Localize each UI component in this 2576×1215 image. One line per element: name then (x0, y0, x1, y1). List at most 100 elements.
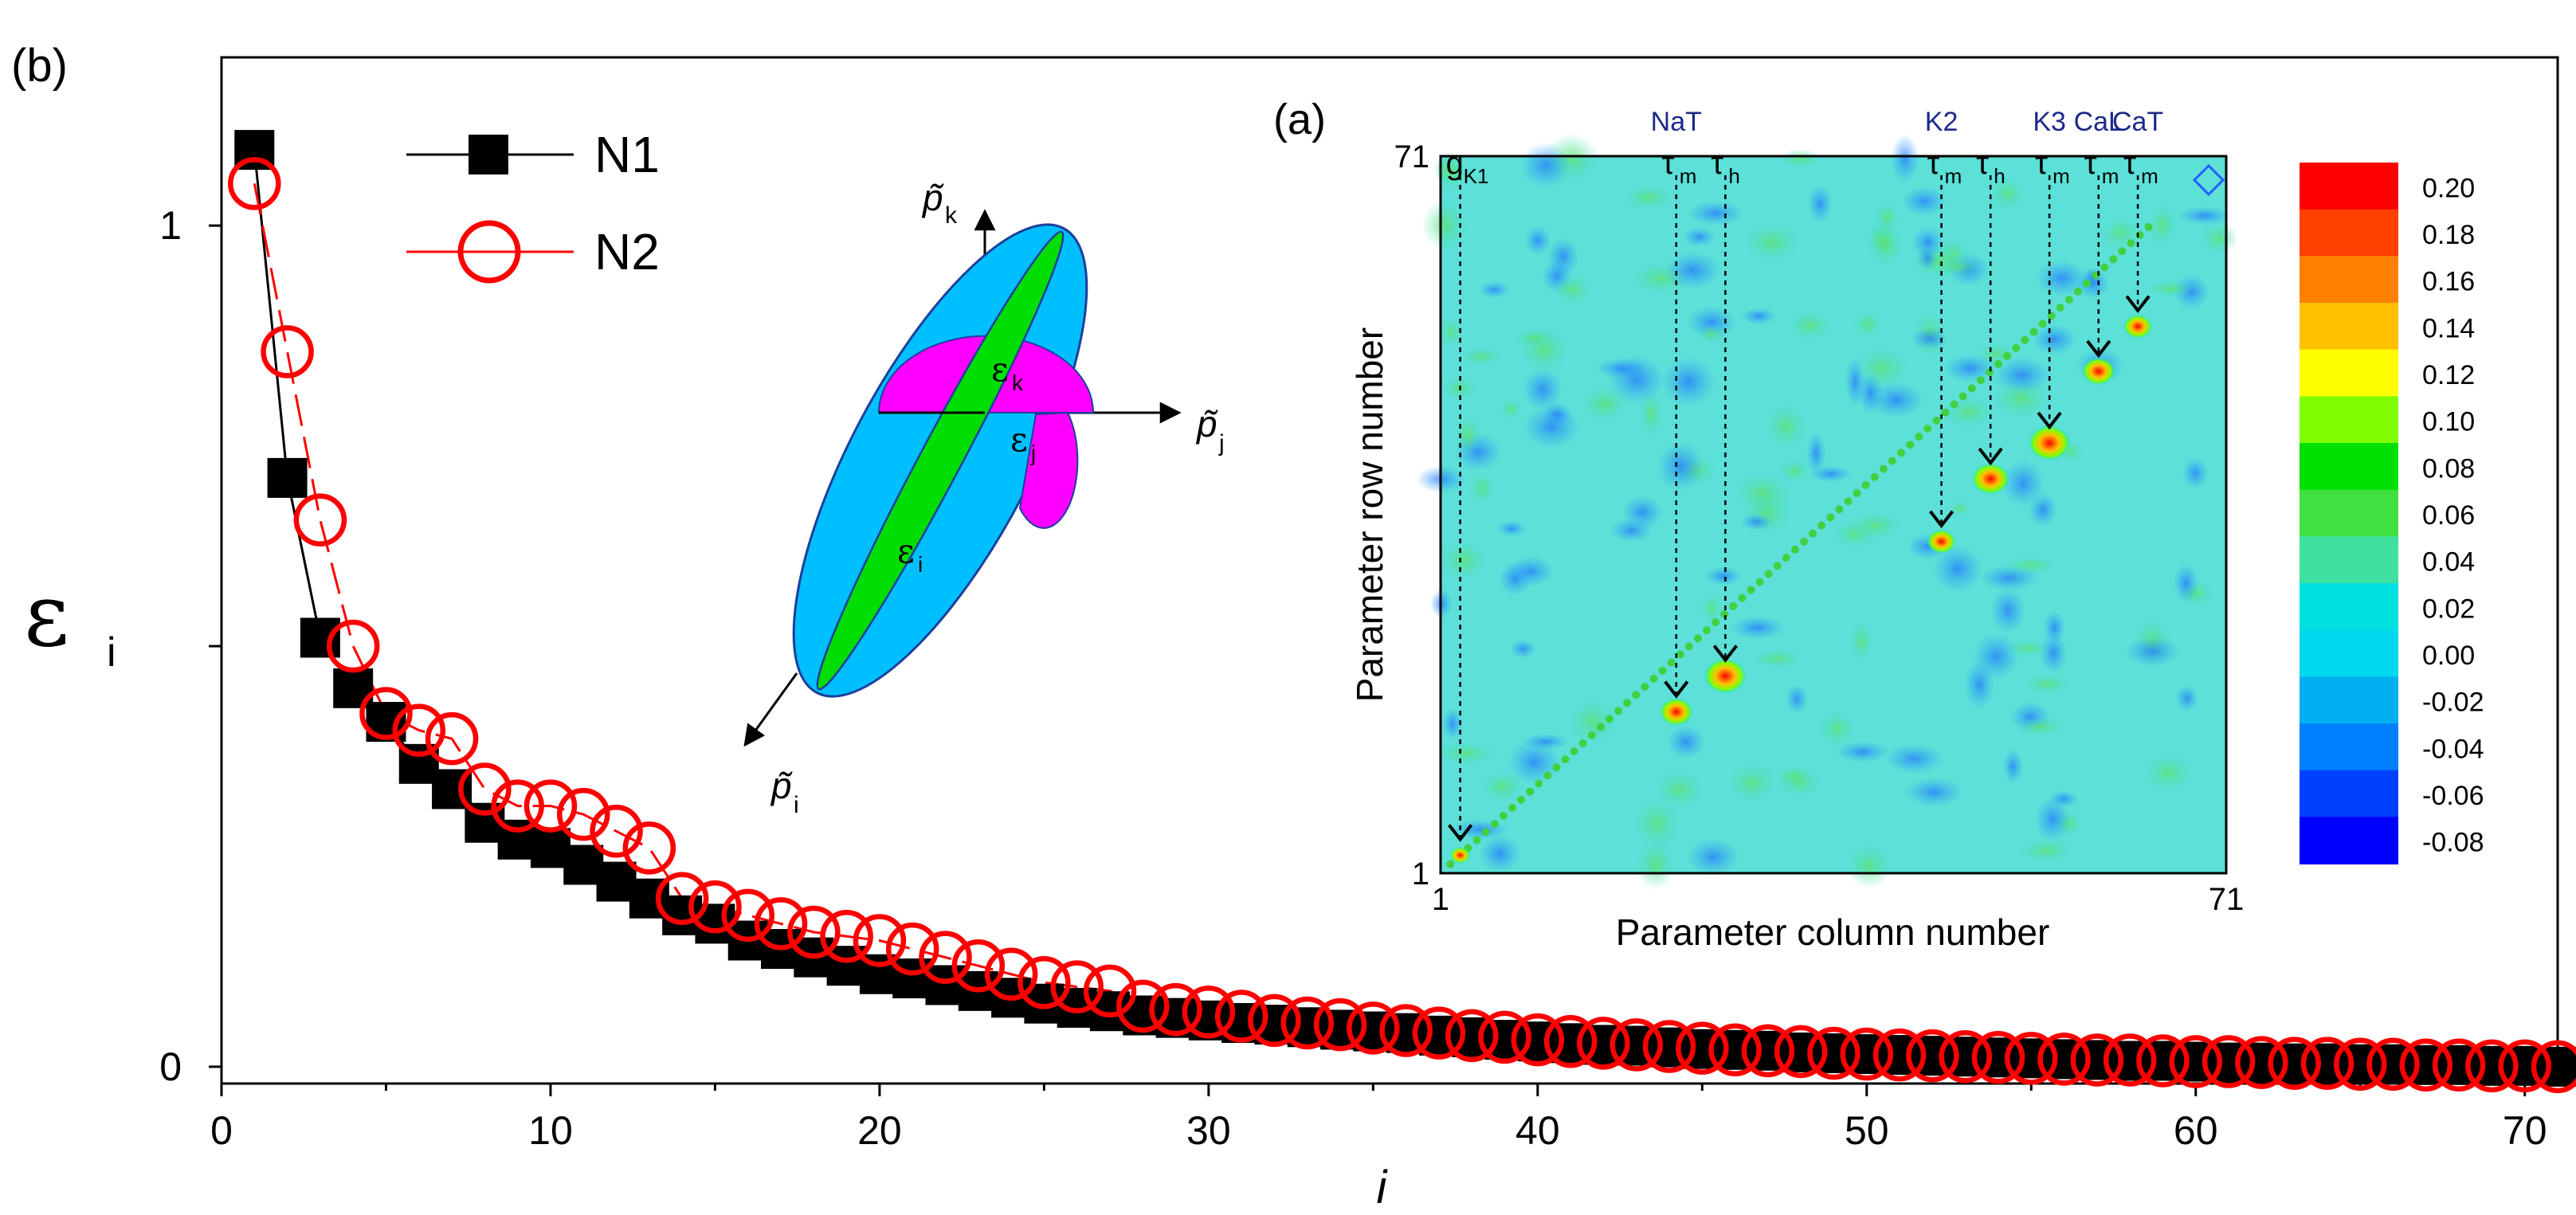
svg-text:ε: ε (991, 350, 1009, 389)
heatmap-cell-blob (1568, 698, 1617, 745)
n2-point (885, 922, 939, 976)
n2-point (1313, 997, 1367, 1052)
colorbar-swatch (2300, 303, 2398, 351)
n2-point (491, 779, 544, 833)
heatmap-cell-blob (1806, 432, 1826, 475)
heatmap-texture (1416, 132, 2239, 891)
colorbar-swatch (2300, 256, 2398, 304)
heatmap-cell-blob (1990, 587, 2026, 633)
hotspot-arrowhead (1978, 447, 2003, 466)
n2-point (2268, 1037, 2321, 1090)
n2-point (1642, 1020, 1696, 1073)
x-tick-label: 50 (1845, 1108, 1889, 1153)
diagonal-cell (1596, 723, 1605, 731)
heatmap-cell-blob (1661, 356, 1715, 407)
n2-point (557, 787, 610, 841)
hotspot-symbol: τ (1976, 146, 1989, 181)
diagonal-cell (1499, 812, 1508, 820)
heatmap-cell-blob (1552, 274, 1593, 305)
hotspot-symbol: g (1446, 146, 1464, 181)
svg-text:p̃: p̃ (1195, 403, 1218, 445)
n2-point (688, 880, 742, 934)
n2-point (2202, 1035, 2256, 1088)
diagonal-cell (2118, 247, 2127, 256)
heatmap-cell-blob (1478, 281, 1511, 299)
heatmap-cell-blob (1580, 386, 1629, 422)
colorbar-swatch (2300, 396, 2398, 444)
diagonal-cell (1967, 384, 1976, 393)
n2-point (359, 687, 413, 740)
n2-point (2037, 1033, 2091, 1086)
svg-text:p̃: p̃ (770, 765, 793, 806)
heatmap-cell-blob (2148, 203, 2177, 248)
heatmap-cell-blob (1520, 142, 1571, 189)
diagonal-cell (1446, 860, 1455, 868)
colorbar-label: 0.08 (2422, 453, 2475, 484)
ellipsoid-diagram: p̃ k p̃ j p̃ i ε k ε j ε i (743, 177, 1225, 818)
diagonal-cell (1800, 537, 1809, 546)
diagonal-cell (1632, 691, 1641, 700)
heatmap-cell-blob (1499, 398, 1523, 420)
hotspot-subscript: K1 (1464, 164, 1489, 188)
svg-text:ε: ε (897, 531, 915, 570)
n2-point (2005, 1032, 2058, 1085)
heatmap-cell-blob (1743, 222, 1801, 262)
n2-point (326, 619, 380, 673)
heatmap-cell-blob (1437, 155, 1466, 191)
main-axes: 0 10 20 30 40 50 60 70 0 1 (159, 203, 2547, 1153)
diagonal-cell (1879, 464, 1888, 473)
hotspot-arrowhead (1448, 824, 1473, 842)
diagonal-cell (1817, 521, 1826, 530)
heatmap-cell-blob (1727, 762, 1777, 804)
diagonal-cell (1790, 545, 1799, 554)
diagonal-cell (2127, 239, 2135, 248)
heatmap-cell-blob (2028, 492, 2058, 527)
heatmap-hotspots (1450, 314, 2153, 864)
n2-point (392, 704, 446, 757)
n1-point (300, 617, 340, 658)
heatmap-cell-blob (1751, 649, 1803, 668)
n2-point (820, 909, 873, 963)
heatmap-cell-blob (1835, 741, 1890, 762)
n2-point (523, 779, 578, 833)
y-tick-label: 1 (159, 203, 182, 248)
n2-point (2366, 1037, 2420, 1091)
n2-point (2136, 1034, 2190, 1088)
heatmap-cell-blob (1664, 251, 1722, 289)
n2-point (853, 914, 907, 967)
n2-point (2333, 1037, 2387, 1091)
n2-point (622, 821, 676, 875)
hotspot-subscript: m (1680, 164, 1697, 188)
heatmap-area (1416, 132, 2239, 891)
n2-point (2235, 1036, 2288, 1089)
svg-text:i: i (794, 792, 799, 818)
hotspot (2028, 425, 2072, 461)
heatmap-cell-blob (1686, 838, 1740, 876)
hotspot-arrowhead (2037, 411, 2062, 430)
hotspot-subscript: m (1945, 164, 1962, 188)
diagonal-cell (1985, 368, 1994, 377)
diagonal-cell (2064, 296, 2073, 304)
heatmap-cell-blob (1943, 396, 1994, 429)
n2-series (228, 157, 2576, 1094)
colorbar-swatch (2300, 723, 2398, 771)
n2-point (1478, 1010, 1531, 1064)
diagonal-cell (1853, 489, 1861, 497)
n2-point (1872, 1028, 1927, 1082)
heatmap-cell-blob (1621, 495, 1664, 530)
heatmap-cell-blob (2182, 457, 2209, 490)
heatmap-cell-blob (1868, 222, 1904, 268)
n2-point (590, 805, 643, 858)
diagonal-cell (1932, 416, 1941, 425)
colorbar-label: 0.02 (2422, 594, 2475, 624)
n2-point (1939, 1029, 1992, 1084)
x-tick-label: 20 (857, 1108, 902, 1153)
heatmap-cell-blob (1667, 724, 1705, 759)
diagonal-cell (2144, 222, 2153, 231)
heatmap-cell-blob (1739, 513, 1773, 531)
hotspot-group-label: CaT (2112, 107, 2163, 137)
heatmap-y-tick-1: 1 (1412, 856, 1429, 892)
n2-point (1807, 1026, 1860, 1080)
heatmap-cell-blob (1704, 566, 1743, 586)
diagonal-cell (1535, 779, 1543, 788)
